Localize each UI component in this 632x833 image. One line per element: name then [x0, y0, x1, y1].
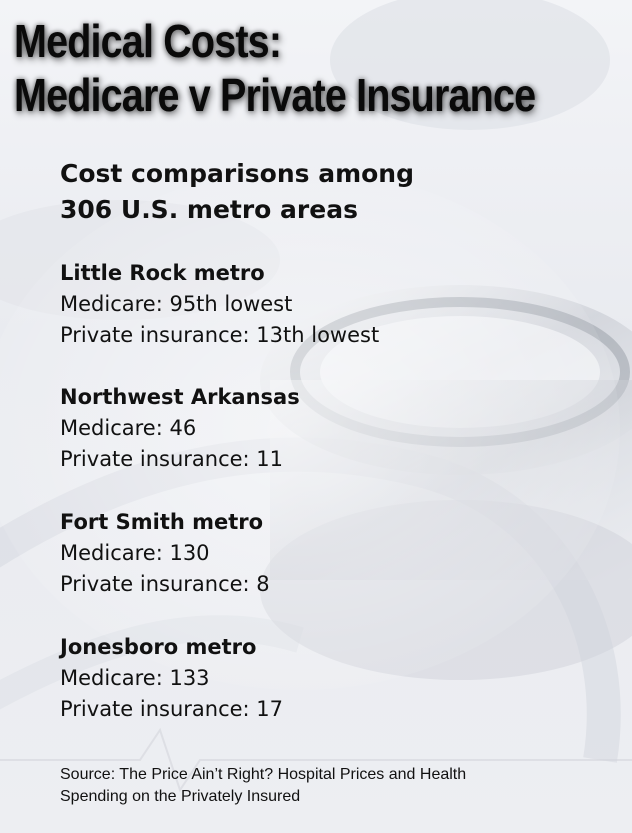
metro-name: Fort Smith metro [60, 510, 264, 534]
metro-northwest-arkansas: Northwest Arkansas Medicare: 46 Private … [60, 382, 300, 475]
private-insurance-rank: Private insurance: 8 [60, 572, 270, 596]
subtitle-line-1: Cost comparisons among [60, 159, 414, 188]
private-insurance-rank: Private insurance: 11 [60, 447, 284, 471]
metro-fort-smith: Fort Smith metro Medicare: 130 Private i… [60, 507, 270, 600]
metro-little-rock: Little Rock metro Medicare: 95th lowest … [60, 258, 379, 351]
source-note: Source: The Price Ain’t Right? Hospital … [60, 764, 620, 808]
metro-name: Jonesboro metro [60, 635, 257, 659]
page-title: Medical Costs: Medicare v Private Insura… [14, 14, 620, 122]
source-line-2: Spending on the Privately Insured [60, 788, 301, 805]
source-line-1: Source: The Price Ain’t Right? Hospital … [60, 766, 467, 783]
private-insurance-rank: Private insurance: 13th lowest [60, 323, 380, 347]
private-insurance-rank: Private insurance: 17 [60, 697, 284, 721]
medicare-rank: Medicare: 95th lowest [60, 292, 293, 316]
metro-jonesboro: Jonesboro metro Medicare: 133 Private in… [60, 632, 283, 725]
title-line-1: Medical Costs: [14, 15, 282, 67]
title-line-2: Medicare v Private Insurance [14, 69, 536, 121]
metro-name: Little Rock metro [60, 261, 265, 285]
medicare-rank: Medicare: 130 [60, 541, 210, 565]
subtitle: Cost comparisons among 306 U.S. metro ar… [60, 156, 414, 228]
subtitle-line-2: 306 U.S. metro areas [60, 195, 358, 224]
metro-name: Northwest Arkansas [60, 385, 300, 409]
medicare-rank: Medicare: 46 [60, 416, 197, 440]
medicare-rank: Medicare: 133 [60, 666, 210, 690]
